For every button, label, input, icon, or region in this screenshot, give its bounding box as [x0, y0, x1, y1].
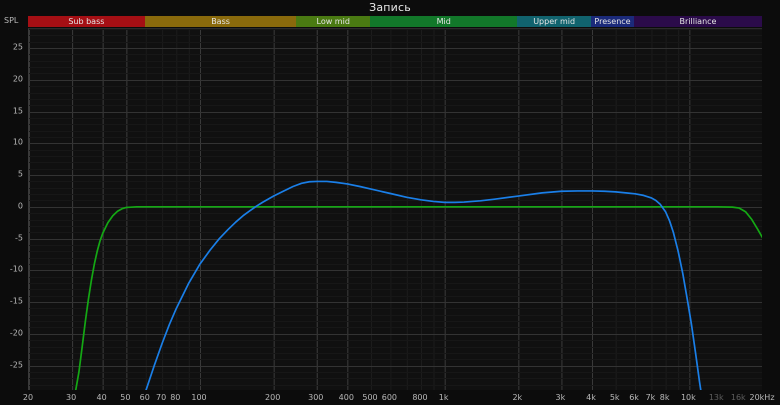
y-tick-label: 5 — [17, 169, 23, 179]
x-tick-label: 4k — [586, 393, 596, 402]
y-tick-label: -20 — [9, 328, 23, 338]
x-tick-label: 1k — [438, 393, 449, 402]
x-tick-label: 7k — [645, 393, 656, 402]
x-tick-label: 400 — [338, 393, 354, 402]
y-tick-label: -5 — [15, 233, 23, 243]
series-green-response — [74, 205, 762, 390]
x-tick-label: 5k — [609, 393, 620, 402]
x-tick-label: 6k — [629, 393, 639, 402]
y-tick-label: -25 — [9, 360, 23, 370]
band-label: Low mid — [316, 17, 350, 26]
x-tick-label: 500 — [362, 393, 378, 402]
x-tick-label: 50 — [120, 393, 131, 402]
y-tick-label: -10 — [9, 264, 23, 274]
x-tick-label: 70 — [156, 393, 167, 402]
y-tick-label: 15 — [12, 106, 23, 116]
y-axis-caption: SPL — [4, 16, 19, 25]
y-tick-label: 25 — [12, 42, 23, 52]
x-tick-label: 13k — [708, 393, 724, 402]
y-tick-label: -15 — [9, 296, 23, 306]
y-tick-label: 20 — [12, 74, 23, 84]
band-bass[interactable]: Bass — [144, 16, 297, 27]
band-presence[interactable]: Presence — [590, 16, 635, 27]
x-tick-label: 30 — [65, 393, 77, 402]
plot-svg — [29, 29, 762, 390]
band-label: Brilliance — [679, 17, 717, 26]
x-tick-label: 40 — [96, 393, 107, 402]
x-tick-label: 200 — [265, 393, 281, 402]
x-tick-label: 3k — [555, 393, 566, 402]
x-tick-label: 600 — [381, 393, 398, 402]
page-title: Запись — [369, 1, 411, 14]
band-label: Mid — [436, 17, 451, 26]
x-tick-label: 60 — [139, 393, 150, 402]
y-axis-tick-labels: 25 20 15 10 5 0 -5 -10 -15 -20 -25 — [0, 28, 26, 390]
x-tick-label: 10k — [680, 393, 696, 402]
x-tick-label: 2k — [512, 393, 523, 402]
band-label: Presence — [594, 17, 631, 26]
band-label: Sub bass — [68, 17, 105, 26]
band-brilliance[interactable]: Brilliance — [634, 16, 762, 27]
x-tick-label: 20 — [22, 393, 34, 402]
x-axis-tick-labels: 20 30 40 50 60 70 80 100 200 300 400 500 600 800 1k 2k 3… — [0, 392, 780, 405]
series-blue-response — [145, 180, 702, 390]
band-label: Upper mid — [533, 17, 576, 26]
x-tick-label: 100 — [191, 393, 207, 402]
x-tick-label: 16k — [730, 393, 746, 402]
x-tick-label: 80 — [170, 393, 181, 402]
x-tick-label: 20kHz — [749, 393, 775, 402]
frequency-band-strip: Sub bass Bass Low mid Mid Upper mid Presence B… — [28, 16, 762, 27]
band-low-mid[interactable]: Low mid — [296, 16, 371, 27]
band-upper-mid[interactable]: Upper mid — [517, 16, 591, 27]
band-label: Bass — [211, 17, 230, 26]
y-tick-label: 10 — [12, 137, 23, 147]
band-mid[interactable]: Mid — [370, 16, 518, 27]
y-tick-label: 0 — [17, 201, 23, 211]
x-tick-label: 300 — [308, 393, 324, 402]
x-tick-label: 8k — [659, 393, 670, 402]
plot-area[interactable] — [28, 28, 762, 390]
x-tick-label: 800 — [412, 393, 428, 402]
band-sub-bass[interactable]: Sub bass — [28, 16, 145, 27]
